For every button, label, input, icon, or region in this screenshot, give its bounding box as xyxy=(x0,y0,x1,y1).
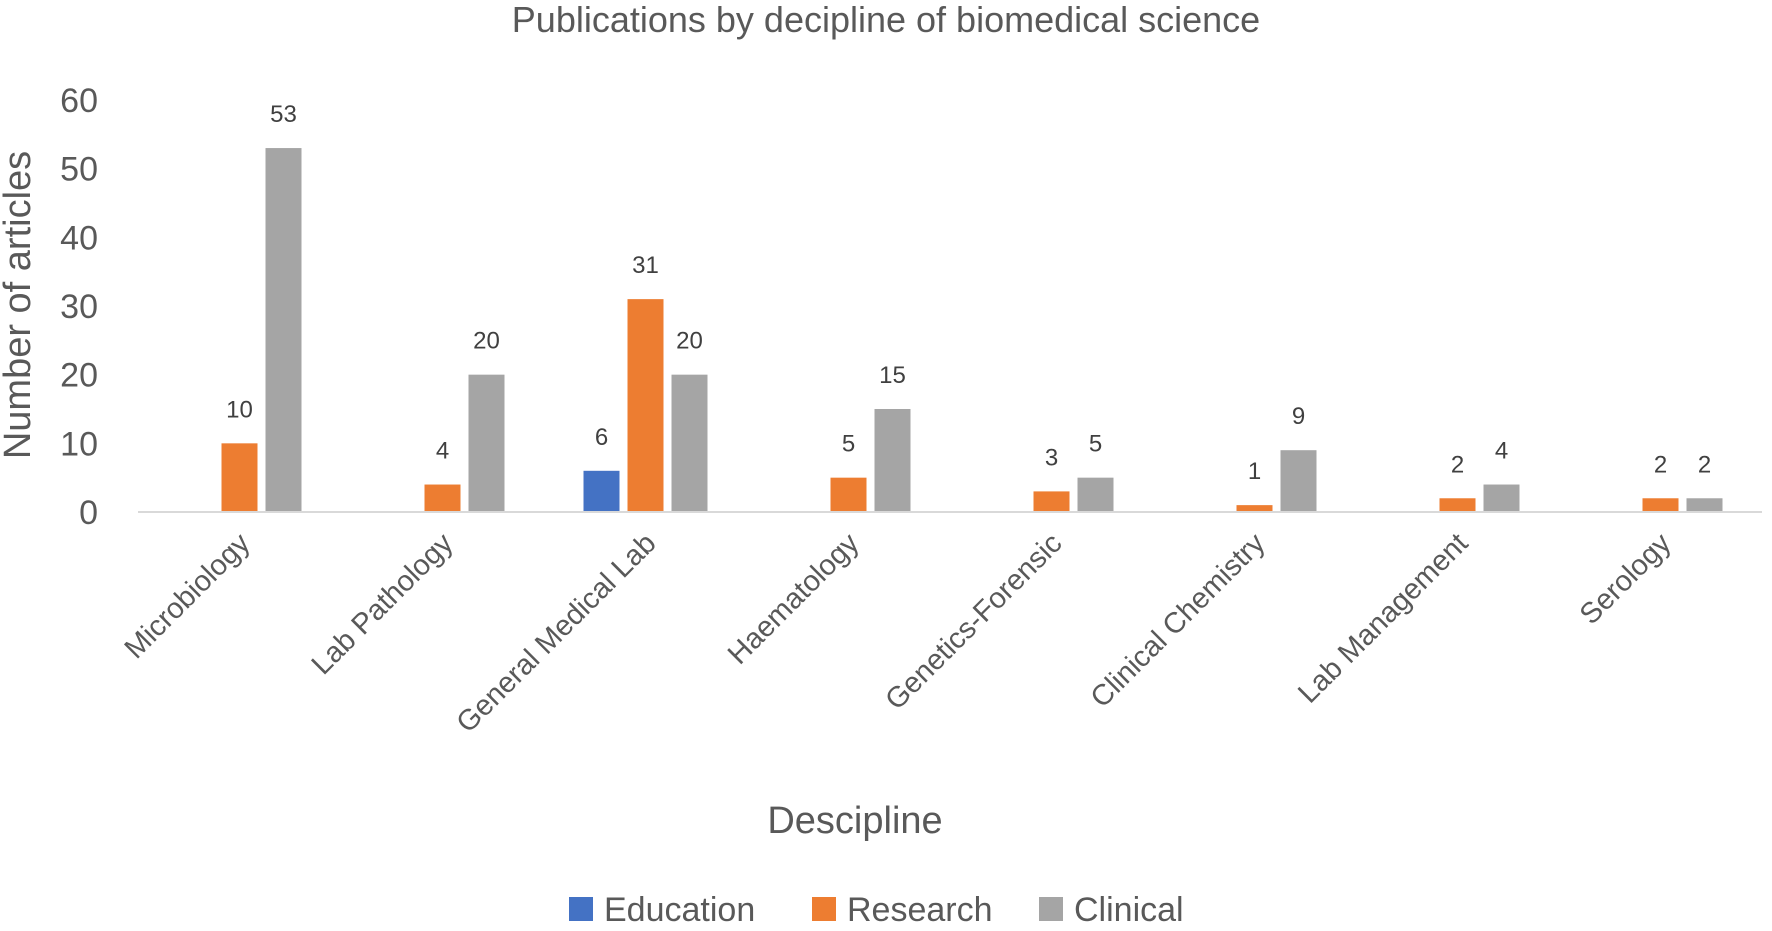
bar-clinical xyxy=(1686,498,1723,512)
y-tick-label: 10 xyxy=(60,425,98,463)
data-label: 5 xyxy=(1089,431,1102,458)
legend-label-education: Education xyxy=(604,891,755,929)
data-label: 2 xyxy=(1698,451,1711,478)
bars xyxy=(221,148,1723,513)
data-label: 4 xyxy=(436,438,449,465)
data-label: 1 xyxy=(1248,458,1261,485)
x-tick-label: Haematology xyxy=(722,527,866,671)
data-label: 6 xyxy=(595,424,608,451)
data-label: 15 xyxy=(879,362,906,389)
data-label: 2 xyxy=(1654,451,1667,478)
bar-research xyxy=(1236,505,1273,512)
bar-clinical xyxy=(671,374,708,512)
x-tick-label: General Medical Lab xyxy=(451,527,663,739)
data-labels: 10 53 4 20 6 31 20 5 15 3 5 1 9 2 4 2 2 xyxy=(226,101,1711,485)
bar-research xyxy=(1033,491,1070,512)
x-tick-label: Clinical Chemistry xyxy=(1085,527,1272,714)
legend-swatch-clinical xyxy=(1039,897,1063,921)
y-tick-label: 20 xyxy=(60,357,98,395)
chart-title: Publications by decipline of biomedical … xyxy=(512,0,1260,40)
y-tick-label: 40 xyxy=(60,219,98,257)
bar-research xyxy=(830,477,867,512)
x-axis-title: Descipline xyxy=(767,800,942,842)
x-tick-label: Serology xyxy=(1574,527,1678,631)
data-label: 53 xyxy=(270,101,297,128)
bar-clinical xyxy=(265,148,302,513)
y-axis-title: Number of articles xyxy=(0,151,39,459)
bar-clinical xyxy=(874,409,911,512)
bar-research xyxy=(424,484,461,512)
data-label: 3 xyxy=(1045,444,1058,471)
legend: Education Research Clinical xyxy=(569,891,1184,929)
data-label: 2 xyxy=(1451,451,1464,478)
y-tick-label: 0 xyxy=(79,494,98,532)
bar-research xyxy=(627,299,664,512)
bar-education xyxy=(583,470,620,512)
bar-clinical xyxy=(1483,484,1520,512)
data-label: 5 xyxy=(842,431,855,458)
y-tick-label: 50 xyxy=(60,151,98,189)
y-tick-label: 60 xyxy=(60,82,98,120)
legend-swatch-research xyxy=(812,897,836,921)
legend-swatch-education xyxy=(569,897,593,921)
legend-label-clinical: Clinical xyxy=(1074,891,1184,929)
x-tick-label: Lab Management xyxy=(1292,527,1474,709)
y-tick-label: 30 xyxy=(60,288,98,326)
data-label: 10 xyxy=(226,396,253,423)
x-tick-label: Genetics-Forensic xyxy=(879,527,1068,716)
y-axis-ticks: 0 10 20 30 40 50 60 xyxy=(60,82,98,532)
x-tick-label: Lab Pathology xyxy=(306,527,460,681)
data-label: 20 xyxy=(473,328,500,355)
x-tick-label: Microbiology xyxy=(119,527,257,665)
data-label: 9 xyxy=(1292,403,1305,430)
data-label: 20 xyxy=(676,328,703,355)
bar-research xyxy=(1642,498,1679,512)
bar-clinical xyxy=(1280,450,1317,512)
bar-research xyxy=(221,443,258,512)
data-label: 4 xyxy=(1495,438,1508,465)
data-label: 31 xyxy=(632,252,659,279)
bar-clinical xyxy=(1077,477,1114,512)
bar-clinical xyxy=(468,374,505,512)
bar-research xyxy=(1439,498,1476,512)
legend-label-research: Research xyxy=(847,891,993,929)
